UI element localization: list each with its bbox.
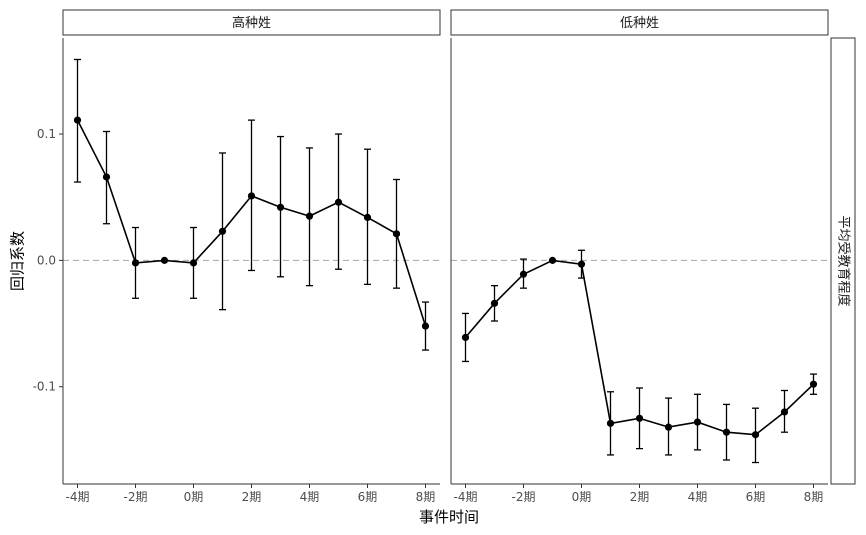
right-data-point: [519, 270, 528, 278]
right-strip-box: [450, 9, 829, 36]
left-data-point: [334, 198, 343, 206]
right-x-tick-label: 0期: [572, 490, 592, 504]
left-data-point: [131, 259, 140, 267]
right-data-point: [722, 428, 731, 436]
right-data-point: [693, 418, 702, 426]
right-x-tick-label: -4期: [454, 490, 478, 504]
right-data-point: [461, 333, 470, 342]
right-data-point: [606, 419, 615, 427]
right-x-tick-label: 6期: [746, 490, 766, 504]
right-data-point: [548, 256, 557, 264]
left-data-point: [102, 173, 111, 181]
left-data-point: [247, 192, 256, 200]
left-x-tick-label: 2期: [242, 490, 262, 504]
right-strip-box: [830, 37, 856, 485]
right-x-tick-label: -2期: [512, 490, 536, 504]
left-data-point: [73, 116, 82, 124]
right-data-point: [664, 423, 673, 431]
left-data-point: [160, 256, 169, 264]
left-x-tick-label: -4期: [66, 490, 90, 504]
y-tick-label: 0.0: [37, 253, 56, 267]
y-axis: -0.1 0.0 0.1: [33, 127, 63, 394]
left-data-point: [218, 227, 227, 235]
right-data-point: [635, 414, 644, 422]
left-x-tick-label: 4期: [300, 490, 320, 504]
right-panel: 低种姓 -4期 -2期 0期 2期 4期 6期 8期: [450, 9, 829, 504]
left-x-tick-label: 6期: [358, 490, 378, 504]
left-data-point: [363, 213, 372, 222]
y-tick-label: -0.1: [33, 380, 56, 394]
right-data-point: [577, 260, 586, 268]
left-x-tick-label: 8期: [416, 490, 436, 504]
left-data-point: [276, 203, 285, 211]
right-data-point: [490, 299, 499, 307]
right-strip-label: 低种姓: [620, 16, 659, 31]
left-data-point: [305, 212, 314, 220]
y-tick-label: 0.1: [37, 127, 56, 141]
right-x-tick-label: 8期: [804, 490, 824, 504]
right-strip-label: 平均受教育程度: [836, 215, 852, 306]
left-strip-box: [62, 9, 441, 36]
left-data-point: [189, 259, 198, 267]
right-x-tick-label: 2期: [630, 490, 650, 504]
left-x-tick-label: -2期: [124, 490, 148, 504]
left-panel: 高种姓 -4期 -2期 0期 2期 4期 6期 8期: [62, 9, 441, 504]
left-x-tick-label: 0期: [184, 490, 204, 504]
left-strip-label: 高种姓: [232, 15, 271, 31]
right-data-point: [780, 408, 789, 416]
left-data-point: [392, 230, 401, 238]
right-strip: 平均受教育程度: [830, 37, 856, 485]
x-axis-title: 事件时间: [419, 508, 479, 526]
y-axis-title: 回归系数: [9, 231, 27, 291]
right-data-point: [809, 380, 818, 388]
right-x-tick-label: 4期: [688, 490, 708, 504]
left-data-point: [421, 322, 430, 330]
right-data-point: [751, 431, 760, 439]
